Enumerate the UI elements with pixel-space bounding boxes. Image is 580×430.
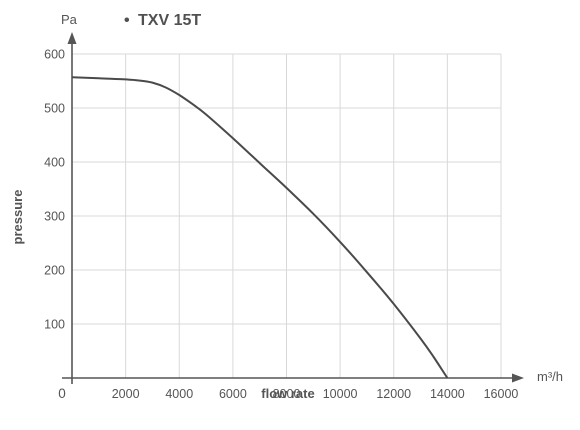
x-unit-label: m³/h xyxy=(537,369,563,384)
x-tick-label: 6000 xyxy=(219,387,247,401)
y-tick-label: 500 xyxy=(44,102,65,116)
y-unit-label: Pa xyxy=(61,12,78,27)
series xyxy=(71,76,449,379)
y-tick-label: 200 xyxy=(44,264,65,278)
legend-entry: TXV 15T xyxy=(138,12,201,29)
y-axis-title: pressure xyxy=(10,190,25,245)
x-tick-label: 12000 xyxy=(376,387,411,401)
x-tick-label: 0 xyxy=(58,386,66,401)
y-tick-label: 300 xyxy=(44,210,65,224)
x-tick-label: 4000 xyxy=(165,387,193,401)
grid xyxy=(72,53,502,378)
y-tick-label: 600 xyxy=(44,48,65,62)
x-axis-title: flow rate xyxy=(261,386,314,401)
x-tick-label: 16000 xyxy=(484,387,519,401)
legend-marker: • xyxy=(124,12,130,29)
x-tick-label: 10000 xyxy=(323,387,358,401)
tick-labels: 0 2000 4000 6000 8000 10000 12000 14000 16000 100… xyxy=(44,48,518,402)
y-tick-label: 100 xyxy=(44,318,65,332)
y-tick-label: 400 xyxy=(44,156,65,170)
y-axis-arrow xyxy=(67,32,77,44)
series-line-txv-15t xyxy=(71,76,449,379)
x-axis-arrow xyxy=(512,373,524,383)
x-tick-label: 2000 xyxy=(112,387,140,401)
x-tick-label: 8000 xyxy=(273,387,301,401)
x-tick-label: 14000 xyxy=(430,387,465,401)
axes xyxy=(62,32,524,384)
